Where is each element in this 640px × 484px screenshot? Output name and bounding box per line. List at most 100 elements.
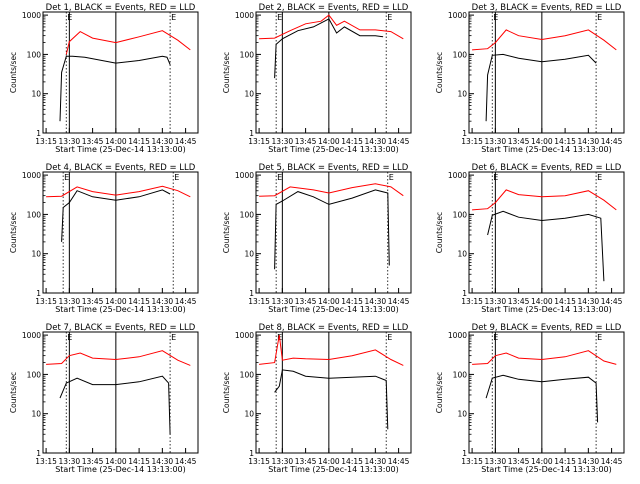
x-tick-label: 13:30 (59, 457, 81, 466)
events-series-line (274, 369, 389, 430)
x-tick-label: 13:30 (59, 297, 81, 306)
y-tick-label: 1 (36, 129, 41, 138)
x-tick-label: 13:45 (508, 297, 530, 306)
event-marker-label: E (174, 173, 179, 182)
y-tick-label: 100 (27, 50, 42, 59)
x-tick-label: 14:30 (365, 457, 387, 466)
x-tick-label: 14:45 (601, 457, 623, 466)
x-axis-label: Start Time (25-Dec-14 13:13:00) (481, 465, 612, 474)
x-tick-label: 13:30 (485, 297, 507, 306)
y-tick-label: 1000 (22, 331, 41, 340)
y-tick-label: 10 (244, 90, 254, 99)
chart-panel-9: Det 9, BLACK = Events, RED = LLD 1 10 100 10… (435, 323, 625, 474)
x-axis-label: Start Time (25-Dec-14 13:13:00) (55, 465, 186, 474)
plot-frame (468, 11, 625, 134)
x-tick-label: 13:15 (35, 457, 57, 466)
chart-title: Det 1, BLACK = Events, RED = LLD (46, 3, 196, 13)
x-tick-label: 14:45 (388, 137, 410, 146)
plot-frame (468, 171, 625, 294)
event-marker-label: E (387, 13, 392, 22)
y-tick-label: 1000 (448, 11, 467, 20)
y-tick-label: 100 (240, 210, 255, 219)
events-series-line (487, 210, 605, 282)
x-tick-label: 14:00 (105, 297, 127, 306)
events-series-line (485, 53, 597, 122)
y-tick-label: 1000 (235, 331, 254, 340)
events-series-line (274, 18, 384, 79)
event-marker-label: E (171, 333, 176, 342)
chart-panel-1: Det 1, BLACK = Events, RED = LLD 1 10 100 10… (9, 3, 199, 154)
plot-frame (42, 331, 199, 454)
y-axis-label: Counts/sec (9, 212, 18, 253)
x-tick-label: 13:45 (508, 137, 530, 146)
y-tick-label: 1 (249, 289, 254, 298)
y-tick-label: 1000 (448, 171, 467, 180)
x-tick-label: 14:45 (388, 297, 410, 306)
y-axis-label: Counts/sec (222, 52, 231, 93)
lld-series-line (472, 29, 617, 51)
lld-series-line (259, 335, 404, 366)
x-tick-label: 14:15 (128, 457, 150, 466)
event-marker-label: E (389, 173, 394, 182)
x-tick-label: 13:45 (82, 457, 104, 466)
chart-panel-3: Det 3, BLACK = Events, RED = LLD 1 10 100 10… (435, 3, 625, 154)
x-tick-label: 14:00 (531, 297, 553, 306)
x-tick-label: 13:30 (485, 457, 507, 466)
x-tick-label: 14:15 (341, 137, 363, 146)
x-tick-label: 13:30 (272, 457, 294, 466)
y-axis-label: Counts/sec (435, 212, 444, 253)
x-tick-label: 13:15 (248, 457, 270, 466)
y-tick-label: 100 (27, 370, 42, 379)
y-tick-label: 1000 (448, 331, 467, 340)
x-axis-label: Start Time (25-Dec-14 13:13:00) (268, 305, 399, 314)
events-series-line (59, 55, 171, 122)
plot-frame (255, 11, 412, 134)
chart-panel-2: Det 2, BLACK = Events, RED = LLD 1 10 100 10… (222, 3, 412, 154)
x-axis-label: Start Time (25-Dec-14 13:13:00) (55, 145, 186, 154)
lld-series-line (46, 185, 191, 198)
x-tick-label: 14:00 (318, 457, 340, 466)
x-tick-label: 14:15 (128, 297, 150, 306)
x-tick-label: 14:45 (601, 297, 623, 306)
x-tick-label: 14:30 (578, 457, 600, 466)
y-axis-label: Counts/sec (9, 372, 18, 413)
x-tick-label: 14:15 (341, 297, 363, 306)
plot-frame (42, 171, 199, 294)
events-series-line (274, 189, 390, 270)
y-tick-label: 100 (240, 50, 255, 59)
chart-title: Det 2, BLACK = Events, RED = LLD (259, 3, 409, 13)
x-tick-label: 13:15 (248, 137, 270, 146)
x-tick-label: 14:30 (578, 137, 600, 146)
event-marker-label: E (277, 13, 282, 22)
x-axis-label: Start Time (25-Dec-14 13:13:00) (268, 145, 399, 154)
x-tick-label: 13:15 (461, 137, 483, 146)
x-tick-label: 13:15 (461, 297, 483, 306)
event-marker-label: E (597, 333, 602, 342)
x-tick-label: 14:45 (175, 457, 197, 466)
x-tick-label: 13:15 (461, 457, 483, 466)
x-tick-label: 13:45 (82, 137, 104, 146)
x-tick-label: 14:00 (318, 297, 340, 306)
event-marker-label: E (387, 333, 392, 342)
x-tick-label: 14:00 (531, 137, 553, 146)
y-tick-label: 1000 (22, 11, 41, 20)
x-axis-label: Start Time (25-Dec-14 13:13:00) (481, 305, 612, 314)
event-marker-label: E (597, 173, 602, 182)
events-series-line (59, 375, 171, 435)
chart-title: Det 7, BLACK = Events, RED = LLD (46, 323, 196, 333)
y-tick-label: 100 (27, 210, 42, 219)
y-tick-label: 10 (244, 250, 254, 259)
x-tick-label: 13:45 (295, 457, 317, 466)
x-tick-label: 13:30 (272, 137, 294, 146)
x-tick-label: 13:45 (508, 457, 530, 466)
y-tick-label: 1 (462, 129, 467, 138)
y-tick-label: 1000 (235, 171, 254, 180)
chart-title: Det 4, BLACK = Events, RED = LLD (46, 163, 196, 173)
x-axis-label: Start Time (25-Dec-14 13:13:00) (268, 465, 399, 474)
y-tick-label: 1 (249, 449, 254, 458)
event-marker-label: E (597, 13, 602, 22)
x-tick-label: 13:45 (295, 137, 317, 146)
x-tick-label: 14:45 (175, 137, 197, 146)
x-tick-label: 14:45 (601, 137, 623, 146)
